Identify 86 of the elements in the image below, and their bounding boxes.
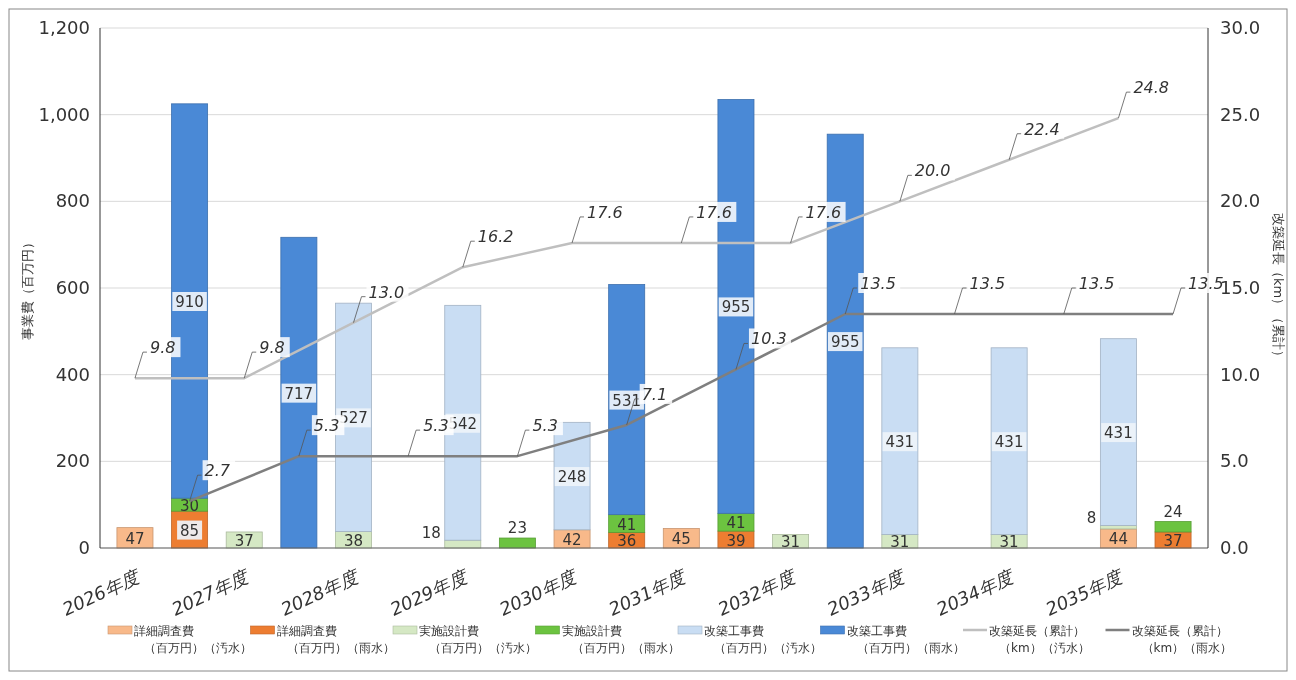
data-label: 41 [617, 515, 637, 534]
data-label: 17.6 [587, 202, 623, 222]
data-label: 431 [994, 433, 1024, 452]
data-label: 36 [617, 532, 637, 551]
legend-label: 実施設計費（百万円）（雨水） [561, 624, 680, 655]
bar [1099, 525, 1137, 530]
data-label: 8 [1086, 509, 1097, 528]
data-label: 910 [175, 293, 204, 311]
line-series [133, 116, 1120, 380]
data-label: 31 [781, 533, 801, 552]
data-label: 42 [562, 530, 582, 549]
data-label: 39 [726, 531, 746, 550]
y-axis-title: 事業費（百万円） [20, 236, 35, 340]
data-label: 47 [125, 529, 145, 548]
legend-label: 改築延長（累計）（km）（雨水） [1131, 624, 1233, 655]
data-label: 13.5 [1078, 274, 1115, 293]
x-tick-label: 2032年度 [714, 564, 801, 620]
y2-tick-label: 0.0 [1220, 537, 1249, 558]
data-label: 31 [999, 533, 1019, 552]
y2-tick-label: 30.0 [1220, 17, 1261, 38]
x-tick-label: 2031年度 [605, 564, 692, 620]
data-label: 16.2 [477, 227, 514, 247]
legend-label: 改築工事費（百万円）（雨水） [846, 624, 965, 655]
data-label: 23 [507, 519, 527, 538]
data-label: 431 [885, 433, 915, 452]
data-label: 7.1 [641, 384, 668, 404]
x-tick-label: 2030年度 [496, 564, 582, 620]
x-tick-label: 2029年度 [386, 564, 473, 620]
data-label: 37 [234, 531, 254, 550]
data-label: 17.6 [696, 202, 732, 222]
data-label: 9.8 [259, 338, 285, 358]
data-label: 531 [612, 391, 641, 410]
legend-label: 実施設計費（百万円）（汚水） [419, 624, 537, 655]
legend-label: 改築延長（累計）（km）（汚水） [989, 624, 1090, 655]
data-label: 24.8 [1133, 78, 1170, 98]
bar [881, 347, 919, 535]
data-label: 45 [671, 530, 691, 549]
y2-tick-label: 20.0 [1220, 190, 1261, 212]
y-tick-label: 1,000 [38, 103, 90, 125]
data-label: 542 [448, 414, 478, 433]
y2-tick-label: 10.0 [1220, 363, 1261, 385]
legend-label: 詳細調査費（百万円）（雨水） [276, 624, 395, 655]
y-tick-label: 400 [55, 363, 90, 385]
x-tick-label: 2033年度 [823, 564, 910, 620]
y-tick-label: 600 [55, 277, 90, 298]
bar [1099, 338, 1137, 526]
bar [1154, 521, 1192, 533]
data-label: 18 [421, 524, 441, 543]
data-label: 44 [1108, 530, 1128, 549]
data-label: 5.3 [423, 416, 449, 436]
data-label: 22.4 [1024, 119, 1060, 139]
data-label: 37 [1163, 531, 1183, 550]
data-label: 955 [830, 333, 860, 352]
data-label: 30 [180, 496, 200, 515]
bar [990, 347, 1028, 535]
data-label: 248 [557, 468, 587, 487]
data-label: 955 [721, 298, 751, 317]
data-label: 431 [1104, 424, 1133, 443]
data-label: 85 [180, 521, 200, 540]
data-label: 717 [284, 384, 314, 403]
data-label: 13.0 [368, 282, 405, 302]
y2-tick-label: 5.0 [1220, 450, 1249, 472]
data-label: 17.6 [805, 202, 842, 222]
bar [498, 537, 536, 549]
data-label: 527 [339, 409, 368, 428]
y-tick-label: 1,200 [38, 17, 90, 38]
data-label: 5.3 [313, 416, 340, 436]
data-label: 2.7 [204, 461, 231, 481]
data-label: 13.5 [860, 274, 896, 293]
data-label: 9.8 [149, 338, 176, 358]
data-label: 10.3 [750, 329, 787, 349]
x-tick-label: 2028年度 [277, 564, 364, 620]
y-tick-label: 200 [55, 450, 90, 472]
y2-axis-title: 改築延長（km）（累計） [1271, 212, 1286, 364]
data-label: 31 [890, 533, 910, 552]
y-tick-label: 0 [78, 537, 90, 558]
data-label: 41 [726, 514, 746, 533]
y2-tick-label: 25.0 [1220, 103, 1261, 125]
data-label: 20.0 [914, 161, 951, 181]
data-label: 38 [343, 531, 364, 550]
data-label: 24 [1163, 502, 1183, 521]
data-label: 5.3 [532, 416, 558, 436]
y-tick-label: 800 [55, 190, 90, 212]
legend-label: 詳細調査費（百万円）（汚水） [134, 624, 252, 655]
data-label: 13.5 [969, 274, 1006, 293]
legend-label: 改築工事費（百万円）（汚水） [704, 624, 822, 655]
